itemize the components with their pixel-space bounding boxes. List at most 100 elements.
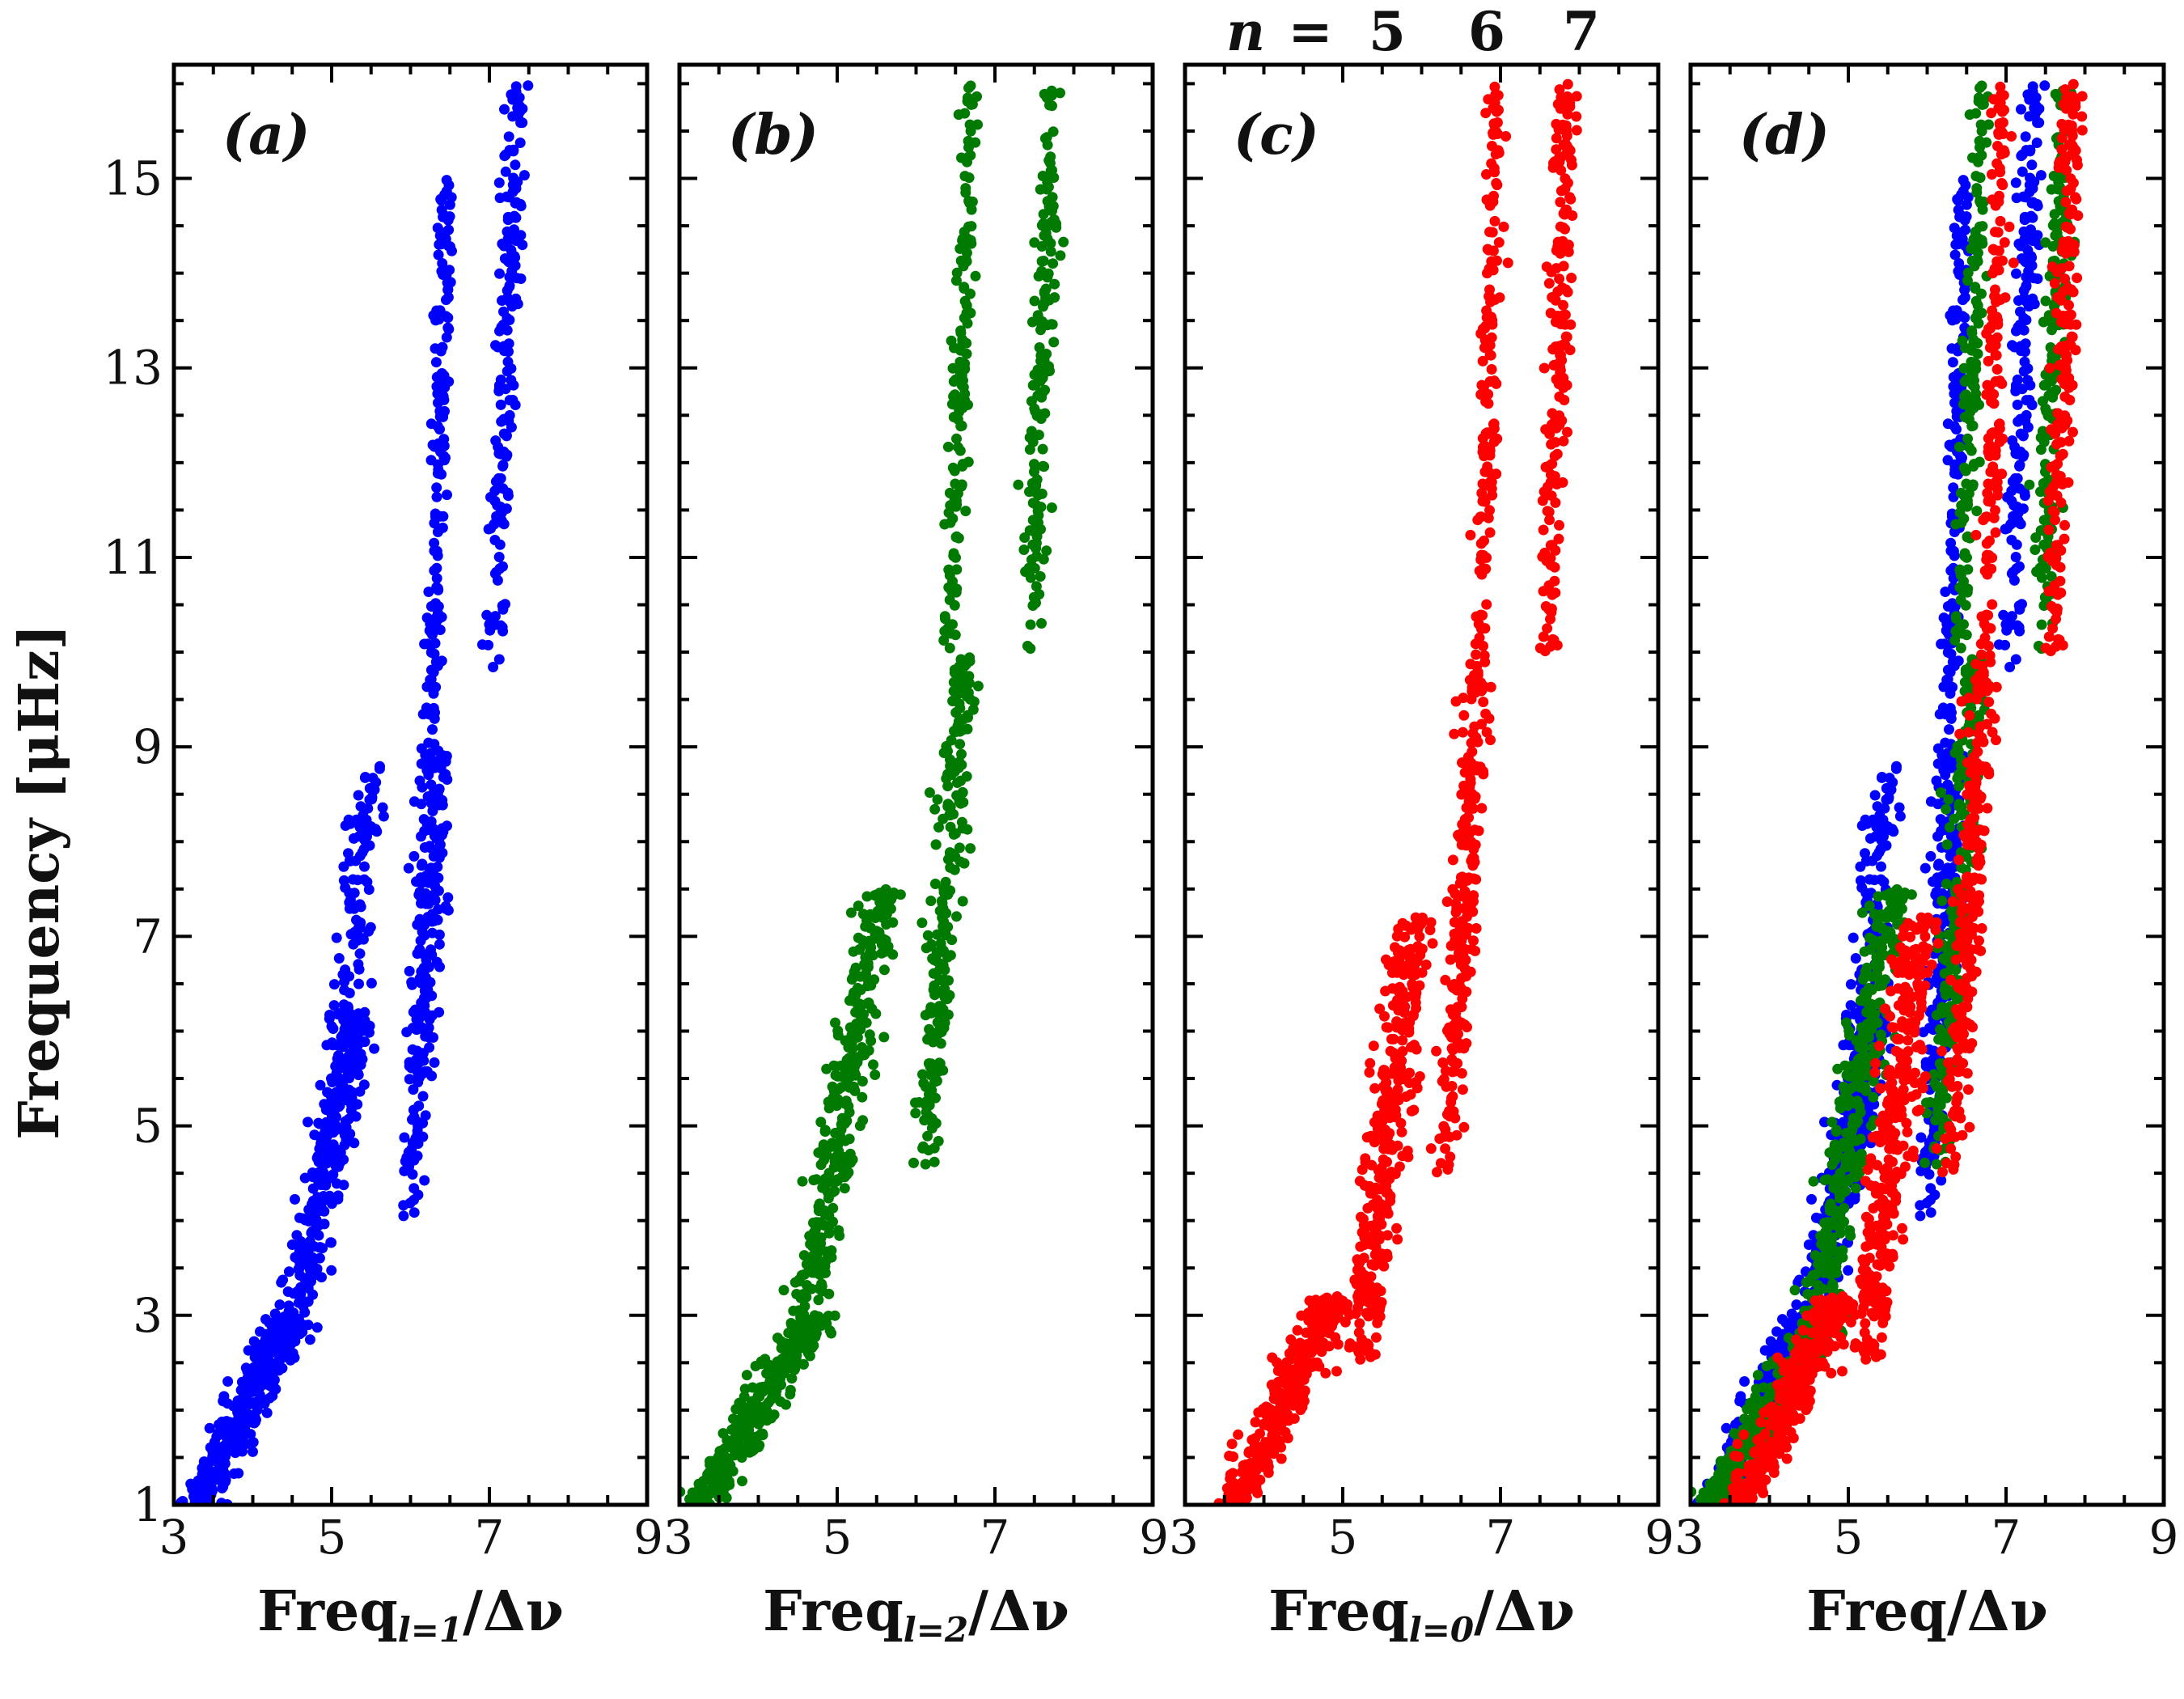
- points-layer: [1213, 78, 1582, 1505]
- data-point: [326, 1265, 337, 1276]
- data-point: [1819, 1116, 1830, 1128]
- data-point: [187, 1484, 198, 1495]
- data-point: [434, 783, 445, 794]
- data-point: [430, 638, 441, 649]
- data-point: [1437, 1057, 1449, 1068]
- data-point: [506, 301, 518, 312]
- data-point: [436, 265, 447, 277]
- data-point: [1018, 544, 1030, 555]
- data-point: [1438, 1121, 1450, 1132]
- data-point: [963, 677, 975, 688]
- data-point: [353, 959, 364, 970]
- data-point: [434, 929, 445, 940]
- data-point: [1049, 292, 1060, 303]
- data-point: [440, 452, 451, 464]
- data-point: [425, 779, 437, 790]
- data-point: [491, 511, 502, 522]
- data-point: [417, 998, 429, 1009]
- data-point: [339, 1139, 350, 1150]
- data-point: [929, 803, 941, 815]
- data-point: [307, 1289, 319, 1300]
- data-point: [1035, 571, 1046, 582]
- x-axis-title-tail: /Δν: [1474, 1579, 1575, 1644]
- data-point: [1860, 888, 1872, 899]
- data-point: [1024, 444, 1035, 455]
- data-point: [946, 769, 957, 781]
- data-point: [1279, 1403, 1290, 1414]
- data-point: [942, 623, 954, 634]
- data-point: [1544, 428, 1555, 439]
- data-point: [403, 862, 414, 874]
- data-point: [857, 1091, 868, 1103]
- data-point: [869, 974, 880, 985]
- data-point: [846, 1029, 857, 1040]
- data-point: [970, 270, 981, 282]
- data-point: [286, 1349, 297, 1360]
- data-point: [408, 796, 420, 807]
- data-point: [1554, 84, 1565, 95]
- data-point: [1379, 1129, 1390, 1140]
- data-point: [430, 880, 441, 892]
- data-point: [1042, 233, 1053, 244]
- data-point: [325, 1089, 336, 1100]
- data-point: [866, 1036, 877, 1046]
- data-point: [497, 625, 509, 637]
- data-point: [845, 1157, 856, 1168]
- data-point: [1379, 1105, 1390, 1116]
- panel-frame: [1183, 62, 1661, 1507]
- data-point: [354, 948, 366, 960]
- data-point: [953, 532, 964, 544]
- data-point: [338, 1180, 349, 1191]
- data-point: [364, 782, 375, 794]
- data-point: [330, 1120, 341, 1131]
- data-point: [1445, 1151, 1456, 1163]
- data-point: [1051, 218, 1062, 230]
- data-point: [300, 1273, 311, 1284]
- data-point: [945, 950, 956, 961]
- data-point: [1490, 149, 1501, 160]
- data-point: [1550, 437, 1561, 448]
- data-point: [953, 109, 964, 121]
- data-point: [218, 1427, 230, 1438]
- data-point: [1558, 299, 1568, 311]
- data-point: [1502, 257, 1513, 269]
- data-point: [1467, 803, 1479, 814]
- data-point: [1557, 310, 1568, 321]
- data-point: [1335, 1294, 1346, 1306]
- data-point: [807, 1241, 819, 1252]
- data-point: [518, 170, 530, 181]
- data-point: [684, 1494, 695, 1505]
- data-point: [1401, 991, 1412, 1002]
- data-point: [440, 769, 451, 780]
- data-point: [1843, 1265, 1854, 1276]
- data-point: [332, 1050, 344, 1061]
- data-point: [1561, 379, 1572, 391]
- data-point: [431, 482, 442, 494]
- data-point: [958, 382, 969, 393]
- data-point: [218, 1391, 230, 1402]
- data-point: [948, 695, 959, 705]
- data-point: [1479, 323, 1491, 334]
- data-point: [1414, 980, 1425, 991]
- data-point: [1468, 935, 1479, 947]
- data-point: [328, 979, 340, 990]
- data-point: [1551, 133, 1562, 144]
- data-point: [933, 822, 944, 833]
- data-point: [1270, 1429, 1281, 1440]
- x-axis-title-main: Freq: [257, 1579, 398, 1644]
- data-point: [434, 424, 445, 435]
- data-point: [364, 840, 375, 851]
- data-point: [1848, 1009, 1860, 1020]
- data-point: [1735, 1391, 1746, 1402]
- x-tick-label: 5: [1328, 1510, 1358, 1565]
- data-point: [1381, 1203, 1392, 1214]
- data-point: [493, 654, 505, 665]
- data-point: [1452, 1036, 1463, 1048]
- data-point: [1942, 779, 1953, 790]
- data-point: [789, 1364, 800, 1375]
- data-point: [1406, 1105, 1417, 1116]
- data-point: [329, 1104, 341, 1116]
- data-point: [1468, 873, 1479, 884]
- data-point: [938, 748, 950, 758]
- data-point: [1037, 460, 1048, 472]
